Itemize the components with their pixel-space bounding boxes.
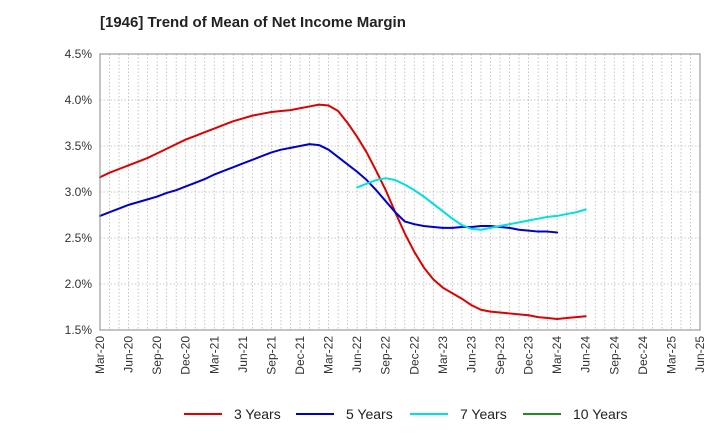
x-tick-label: Mar-23 xyxy=(436,336,450,374)
x-tick-label: Sep-24 xyxy=(607,336,621,375)
series-line-5-years xyxy=(99,143,559,234)
x-tick-label: Mar-22 xyxy=(322,336,336,374)
series-line-7-years xyxy=(356,177,587,231)
legend-item-10-years: 10 Years xyxy=(523,406,628,422)
x-tick-label: Jun-25 xyxy=(693,336,707,373)
legend-swatch-10-years xyxy=(523,413,561,415)
y-tick-label: 2.0% xyxy=(65,277,93,291)
legend-swatch-3-years xyxy=(184,413,222,415)
line-chart: 1.5% 2.0% 2.5% 3.0% 3.5% 4.0% 4.5% Mar-20 Jun-20… xyxy=(65,47,707,375)
x-tick-label: Mar-21 xyxy=(207,336,221,374)
y-tick-label: 2.5% xyxy=(65,231,93,245)
axis-labels: 1.5% 2.0% 2.5% 3.0% 3.5% 4.0% 4.5% Mar-20 Jun-20… xyxy=(65,47,707,375)
legend-swatch-7-years xyxy=(410,413,448,415)
x-tick-label: Jun-20 xyxy=(122,336,136,373)
legend-item-7-years: 7 Years xyxy=(410,406,507,422)
x-tick-label: Dec-22 xyxy=(407,336,421,375)
grid xyxy=(100,54,700,330)
x-tick-label: Dec-24 xyxy=(636,336,650,375)
x-tick-label: Sep-21 xyxy=(264,336,278,375)
series-line-3-years xyxy=(99,103,587,320)
y-tick-label: 4.5% xyxy=(65,47,93,61)
x-tick-label: Sep-23 xyxy=(493,336,507,375)
x-tick-label: Sep-20 xyxy=(150,336,164,375)
legend: 3 Years 5 Years 7 Years 10 Years xyxy=(0,400,720,430)
x-tick-label: Dec-21 xyxy=(293,336,307,375)
legend-swatch-5-years xyxy=(296,413,334,415)
legend-label-3-years: 3 Years xyxy=(234,406,281,422)
y-tick-label: 3.5% xyxy=(65,139,93,153)
legend-label-5-years: 5 Years xyxy=(346,406,393,422)
x-tick-label: Jun-22 xyxy=(350,336,364,373)
legend-label-10-years: 10 Years xyxy=(573,406,628,422)
x-tick-label: Dec-23 xyxy=(522,336,536,375)
x-tick-label: Mar-24 xyxy=(550,336,564,374)
x-tick-label: Dec-20 xyxy=(179,336,193,375)
x-tick-label: Jun-24 xyxy=(579,336,593,373)
y-tick-label: 1.5% xyxy=(65,323,93,337)
x-tick-label: Mar-25 xyxy=(664,336,678,374)
legend-item-5-years: 5 Years xyxy=(296,406,393,422)
y-tick-label: 4.0% xyxy=(65,93,93,107)
x-tick-label: Jun-21 xyxy=(236,336,250,373)
x-tick-label: Mar-20 xyxy=(93,336,107,374)
series-lines xyxy=(99,103,587,320)
legend-item-3-years: 3 Years xyxy=(184,406,281,422)
x-tick-label: Sep-22 xyxy=(379,336,393,375)
legend-label-7-years: 7 Years xyxy=(460,406,507,422)
x-tick-label: Jun-23 xyxy=(464,336,478,373)
chart-title: [1946] Trend of Mean of Net Income Margi… xyxy=(100,14,406,31)
plot-frame xyxy=(99,53,701,331)
y-tick-label: 3.0% xyxy=(65,185,93,199)
